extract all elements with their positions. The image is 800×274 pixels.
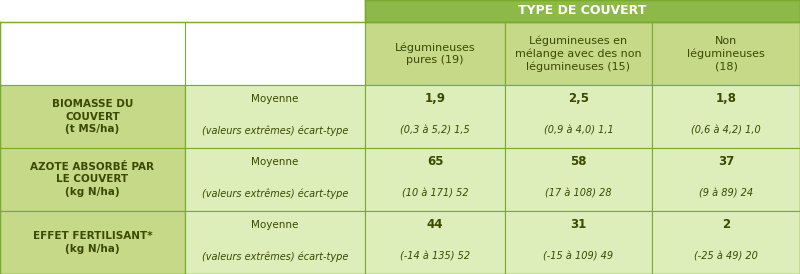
Bar [365, 22, 505, 85]
Text: 31: 31 [570, 218, 586, 231]
Text: (0,6 à 4,2) 1,0: (0,6 à 4,2) 1,0 [691, 125, 761, 135]
Text: (valeurs extrêmes) écart-type: (valeurs extrêmes) écart-type [202, 125, 348, 136]
Text: (0,3 à 5,2) 1,5: (0,3 à 5,2) 1,5 [400, 125, 470, 135]
Bar [505, 22, 652, 85]
Bar [652, 148, 800, 211]
Text: (0,9 à 4,0) 1,1: (0,9 à 4,0) 1,1 [544, 125, 614, 135]
Bar [505, 211, 652, 274]
Text: (-25 à 49) 20: (-25 à 49) 20 [694, 251, 758, 261]
Bar [185, 148, 365, 211]
Text: Légumineuses
pures (19): Légumineuses pures (19) [394, 42, 475, 65]
Text: (10 à 171) 52: (10 à 171) 52 [402, 188, 468, 198]
Bar [365, 211, 505, 274]
Text: 2: 2 [722, 218, 730, 231]
Text: Moyenne: Moyenne [251, 220, 298, 230]
Text: (-14 à 135) 52: (-14 à 135) 52 [400, 251, 470, 261]
Text: 2,5: 2,5 [568, 92, 589, 105]
Text: (-15 à 109) 49: (-15 à 109) 49 [543, 251, 614, 261]
Bar [365, 148, 505, 211]
Text: AZOTE ABSORBÉ PAR
LE COUVERT
(kg N/ha): AZOTE ABSORBÉ PAR LE COUVERT (kg N/ha) [30, 162, 154, 197]
Text: Moyenne: Moyenne [251, 94, 298, 104]
Bar [0, 85, 185, 148]
Text: (17 à 108) 28: (17 à 108) 28 [545, 188, 612, 198]
Text: 65: 65 [426, 155, 443, 168]
Bar [0, 22, 365, 85]
Text: 44: 44 [426, 218, 443, 231]
Bar [505, 148, 652, 211]
Bar [0, 148, 185, 211]
Bar [652, 22, 800, 85]
Bar [185, 211, 365, 274]
Text: (valeurs extrêmes) écart-type: (valeurs extrêmes) écart-type [202, 251, 348, 262]
Text: EFFET FERTILISANT*
(kg N/ha): EFFET FERTILISANT* (kg N/ha) [33, 231, 152, 254]
Text: Non
légumineuses
(18): Non légumineuses (18) [687, 36, 765, 71]
Bar [365, 85, 505, 148]
Text: TYPE DE COUVERT: TYPE DE COUVERT [518, 4, 646, 18]
Bar [365, 0, 800, 22]
Text: 1,9: 1,9 [425, 92, 446, 105]
Text: 37: 37 [718, 155, 734, 168]
Text: (valeurs extrêmes) écart-type: (valeurs extrêmes) écart-type [202, 188, 348, 199]
Bar [185, 85, 365, 148]
Text: 58: 58 [570, 155, 586, 168]
Text: BIOMASSE DU
COUVERT
(t MS/ha): BIOMASSE DU COUVERT (t MS/ha) [52, 99, 133, 134]
Text: 1,8: 1,8 [715, 92, 737, 105]
Bar [0, 211, 185, 274]
Text: (9 à 89) 24: (9 à 89) 24 [699, 188, 753, 198]
Bar [652, 85, 800, 148]
Bar [505, 85, 652, 148]
Bar [652, 211, 800, 274]
Text: Légumineuses en
mélange avec des non
légumineuses (15): Légumineuses en mélange avec des non lég… [515, 35, 642, 72]
Text: Moyenne: Moyenne [251, 157, 298, 167]
